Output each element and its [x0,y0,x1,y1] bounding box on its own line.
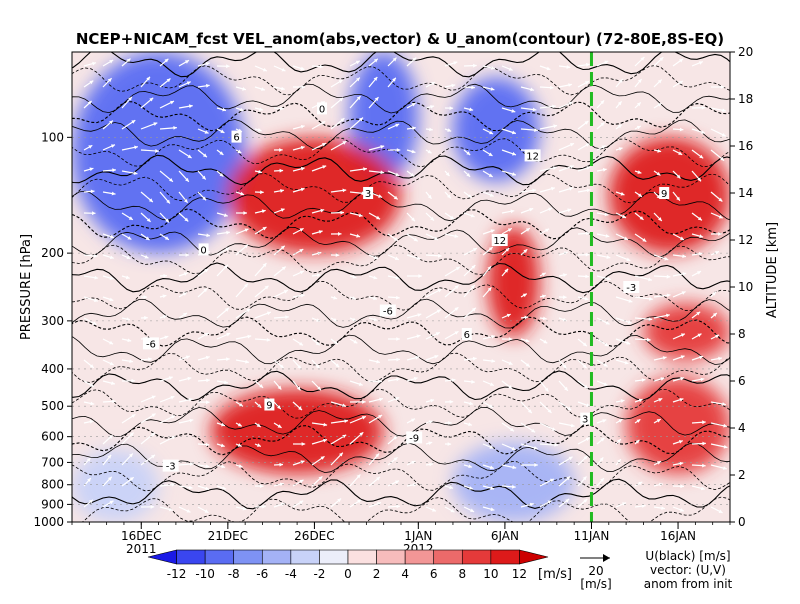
pressure-tick-label: 700 [41,455,64,469]
pressure-tick-label: 900 [41,497,64,511]
time-tick-label: 1JAN [404,529,432,543]
contour-label: -6 [146,339,156,350]
colorbar: -12 -10 -8 -6 -4 -2 0 2 4 6 8 10 12 [148,550,548,581]
chart-title: NCEP+NICAM_fcst VEL_anom(abs,vector) & U… [76,30,724,48]
colorbar-segment [205,550,234,564]
altitude-axis: 0 2 4 6 8 10 12 14 16 18 20 [730,45,753,529]
y-axis-label-right: ALTITUDE [km] [765,222,780,318]
vector-legend-caption-2: vector: (U,V) [650,563,726,577]
anomaly-patch-7 [643,303,730,360]
vector-legend-unit: [m/s] [580,577,611,591]
colorbar-unit: [m/s] [538,567,572,582]
pressure-tick-label: 400 [41,362,64,376]
contour-label: 9 [266,401,272,412]
colorbar-segment [462,550,491,564]
altitude-tick-label: 0 [738,515,746,529]
contour-label: 9 [661,189,667,200]
colorbar-tick-label: 8 [458,567,466,581]
time-tick-label: 26DEC [294,529,334,543]
altitude-tick-label: 12 [738,233,753,247]
pressure-tick-label: 100 [41,130,64,144]
pressure-tick-label: 300 [41,314,64,328]
contour-label: 6 [233,133,239,144]
time-tick-label: 21DEC [208,529,248,543]
altitude-tick-label: 16 [738,139,753,153]
altitude-tick-label: 18 [738,92,753,106]
altitude-tick-label: 20 [738,45,753,59]
pressure-tick-label: 1000 [33,515,64,529]
colorbar-segment [177,550,206,564]
colorbar-tick-label: -8 [228,567,240,581]
year-label: 2011 [126,542,157,556]
altitude-tick-label: 14 [738,186,753,200]
colorbar-segment [234,550,263,564]
colorbar-segment [491,550,520,564]
colorbar-tick-label: -12 [167,567,187,581]
colorbar-segment [291,550,320,564]
time-tick-label: 16JAN [660,529,696,543]
colorbar-tick-label: -10 [195,567,215,581]
colorbar-tick-label: 2 [373,567,381,581]
pressure-tick-label: 800 [41,478,64,492]
pressure-tick-label: 600 [41,430,64,444]
colorbar-tick-label: -4 [285,567,297,581]
colorbar-segment [348,550,377,564]
altitude-tick-label: 10 [738,280,753,294]
time-tick-label: 11JAN [574,529,610,543]
contour-label: 3 [582,415,588,426]
contour-label: 12 [526,151,539,162]
colorbar-tick-label: -6 [256,567,268,581]
contour-label: 0 [200,245,206,256]
anomaly-patch-9 [72,450,159,522]
colorbar-tick-label: 0 [344,567,352,581]
pressure-tick-label: 200 [41,246,64,260]
colorbar-segment [434,550,463,564]
anomaly-patch-8 [626,377,730,474]
contour-label: 12 [493,236,506,247]
time-tick-label: 16DEC [121,529,161,543]
vector-legend-value: 20 [588,564,603,578]
contour-label: -3 [626,283,636,294]
vector-legend-caption-3: anom from init [644,577,733,591]
colorbar-tick-label: 4 [401,567,409,581]
contour-label: 0 [319,104,325,115]
colorbar-tick-label: -2 [313,567,325,581]
pressure-tick-label: 500 [41,399,64,413]
vector-legend-arrowhead [603,554,610,562]
y-axis-label-left: PRESSURE [hPa] [19,234,34,340]
colorbar-segment [377,550,406,564]
altitude-tick-label: 4 [738,421,746,435]
time-axis: 16DEC 21DEC 26DEC 1JAN 6JAN 11JAN 16JAN [72,522,730,543]
anomaly-patch-0 [72,52,245,253]
vector-legend-caption-1: U(black) [m/s] [645,549,730,563]
anomaly-patch-6 [609,137,730,253]
altitude-tick-label: 2 [738,468,746,482]
time-tick-label: 6JAN [491,529,519,543]
colorbar-tick-label: 10 [483,567,498,581]
contour-label: -3 [166,462,176,473]
vector-legend: 20 [m/s] U(black) [m/s] vector: (U,V) an… [580,549,733,591]
colorbar-segment [262,550,291,564]
altitude-tick-label: 8 [738,327,746,341]
contour-label: 6 [464,330,470,341]
contour-label: -9 [409,433,419,444]
colorbar-segment [405,550,434,564]
colorbar-segment [319,550,348,564]
contour-label: 3 [365,189,371,200]
altitude-tick-label: 6 [738,374,746,388]
colorbar-end-high [519,550,548,564]
contour-label: -6 [383,307,393,318]
colorbar-tick-label: 6 [430,567,438,581]
pressure-axis: 100 200 300 400 500 600 700 800 900 1000 [33,130,72,529]
colorbar-tick-label: 12 [512,567,527,581]
